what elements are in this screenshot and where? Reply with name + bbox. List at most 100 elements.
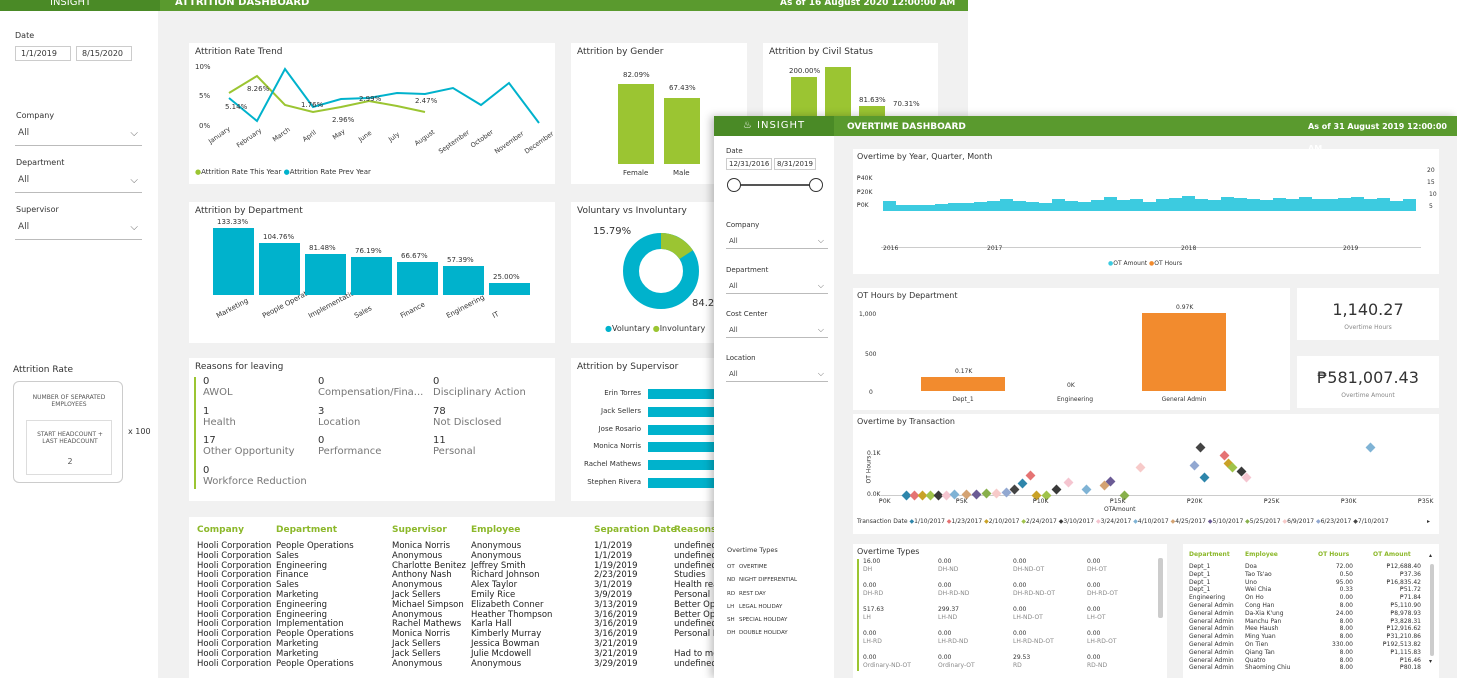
bar <box>213 228 254 295</box>
card-title: Reasons for leaving <box>195 362 284 372</box>
company-dropdown[interactable]: All ⌵ <box>15 126 142 146</box>
col-header[interactable]: Supervisor <box>392 525 447 535</box>
x-tick: ₱0K <box>879 498 891 505</box>
page-title: ATTRITION DASHBOARD <box>175 0 310 8</box>
kpi-amount-label: Overtime Amount <box>1341 392 1395 399</box>
logo-icon: ♨ <box>742 120 758 131</box>
department-dropdown[interactable]: All ⌵ <box>15 173 142 193</box>
x-tick: November <box>493 129 526 156</box>
legend-marker: ◆ <box>909 518 915 525</box>
reason-count: 1 <box>203 405 210 417</box>
supervisor-dropdown[interactable]: All ⌵ <box>15 220 142 240</box>
table-row[interactable]: Hooli Corporation Engineering Charlotte Be… <box>197 560 717 572</box>
table-cell: undefined <box>674 541 717 551</box>
table-cell: ₱16.46 <box>1400 656 1421 664</box>
type-name: OVERTIME <box>739 564 768 570</box>
reason-label: Health <box>203 416 236 428</box>
department-dropdown[interactable]: All ⌵ <box>726 280 828 294</box>
col-header[interactable]: Employee <box>471 525 521 535</box>
type-code: ND <box>727 577 736 584</box>
table-cell: 1/1/2019 <box>594 550 633 561</box>
table-cell: 8.00 <box>1339 656 1353 664</box>
bar <box>1325 199 1338 211</box>
col-header[interactable]: Department <box>276 525 338 535</box>
col-header[interactable]: OT Hours <box>1318 551 1350 558</box>
chevron-down-icon: ⌵ <box>130 175 138 186</box>
cost-center-dropdown[interactable]: All ⌵ <box>726 324 828 338</box>
col-header[interactable]: Company <box>197 525 244 535</box>
col-header[interactable]: Employee <box>1245 551 1278 558</box>
date-slider-track[interactable] <box>734 184 816 186</box>
date-from-input[interactable]: 1/1/2019 <box>15 46 71 61</box>
x-axis-title: OTAmount <box>1104 506 1136 513</box>
scroll-down-icon[interactable]: ▾ <box>1429 658 1433 665</box>
slider-handle-start[interactable] <box>727 178 741 192</box>
scroll-up-icon[interactable]: ▴ <box>1429 552 1433 559</box>
table-row[interactable]: Hooli Corporation Marketing Jack Sellers Em… <box>197 590 717 601</box>
date-to-input[interactable]: 8/31/2019 <box>774 158 816 170</box>
scrollbar[interactable] <box>1158 558 1163 618</box>
table-cell: Hooli Corporation <box>197 570 272 581</box>
col-header[interactable]: Reasons <box>674 525 717 535</box>
legend-next-icon[interactable]: ▸ <box>1427 518 1431 525</box>
table-cell: ₱37.36 <box>1400 570 1421 578</box>
table-cell: Hooli Corporation <box>197 560 272 571</box>
table-cell: People Operations <box>276 629 354 640</box>
data-label: 66.67% <box>401 251 428 260</box>
legend-this-year: Attrition Rate This Year <box>201 168 282 176</box>
table-cell: undefined <box>674 550 717 561</box>
bar <box>397 261 438 295</box>
legend-voluntary: Voluntary <box>611 324 651 333</box>
table-row[interactable]: Hooli Corporation People Operations Anonym… <box>197 659 717 670</box>
table-row[interactable]: Hooli Corporation Finance Anthony Nash Rich… <box>197 571 717 581</box>
legend: ●Attrition Rate This Year ●Attrition Rat… <box>195 168 371 176</box>
year-label: 2018 <box>1181 245 1197 252</box>
table-cell: Shaoming Chiu <box>1245 664 1291 672</box>
data-label: 2.96% <box>332 116 355 124</box>
x-tick: General Admin <box>1161 396 1207 403</box>
bar <box>921 377 1005 391</box>
date-to-input[interactable]: 8/15/2020 <box>76 46 132 61</box>
y-tick: 500 <box>865 351 877 358</box>
table-row[interactable]: Hooli Corporation Marketing Jack Sellers Je… <box>197 639 717 650</box>
bar <box>1156 199 1169 211</box>
data-point <box>981 488 992 499</box>
reasons-card: Reasons for leaving 0 AWOL 0 Compensation/F… <box>189 358 555 501</box>
table-row[interactable]: Hooli Corporation Sales Anonymous Alex Tayl… <box>197 580 718 591</box>
type-label: LH-ND-OT <box>1013 614 1043 621</box>
type-value: 0.00 <box>1087 558 1101 565</box>
reason-count: 0 <box>318 435 325 446</box>
legend-date: 4/25/2017 <box>1175 518 1206 525</box>
legend-date: 3/10/2017 <box>1063 518 1095 525</box>
table-row[interactable]: Hooli Corporation People Operations Monica… <box>197 541 717 552</box>
legend-marker: ◆ <box>1056 518 1064 525</box>
table-cell: Kimberly Murray <box>471 629 542 640</box>
accent-bar <box>194 377 196 489</box>
location-dropdown[interactable]: All ⌵ <box>726 368 828 382</box>
card-title: Attrition Rate Trend <box>195 47 283 57</box>
table-row[interactable]: Hooli Corporation Engineering Anonymous Hea… <box>197 610 717 621</box>
table-cell: ₱3,828.31 <box>1390 617 1421 625</box>
table-row[interactable]: Hooli Corporation Engineering Michael Simp… <box>197 600 717 611</box>
date-from-input[interactable]: 12/31/2016 <box>726 158 772 170</box>
kpi-hours-label: Overtime Hours <box>1344 324 1392 331</box>
table-cell: On Tien <box>1245 641 1269 648</box>
bar <box>1299 197 1312 211</box>
col-header[interactable]: Department <box>1189 551 1230 558</box>
table-row[interactable]: Hooli Corporation Sales Anonymous Anonymous… <box>197 550 717 562</box>
supervisor-label: Supervisor <box>16 205 59 214</box>
table-cell: ₱192,513.82 <box>1382 641 1421 648</box>
table-row[interactable]: Hooli Corporation Marketing Jack Sellers Ju… <box>197 649 718 660</box>
scrollbar[interactable] <box>1430 564 1434 656</box>
y-tick: 0.0K <box>867 491 881 498</box>
table-cell: Sales <box>276 580 299 591</box>
slider-handle-end[interactable] <box>809 178 823 192</box>
company-dropdown[interactable]: All ⌵ <box>726 235 828 249</box>
col-header[interactable]: OT Amount <box>1373 551 1411 558</box>
type-label: LH-RD-OT <box>1087 638 1117 645</box>
col-header[interactable]: Separation Date <box>594 525 677 535</box>
legend-marker: ◆ <box>982 518 989 525</box>
table-row[interactable]: Hooli Corporation People Operations Monica… <box>197 629 717 640</box>
table-row[interactable]: Hooli Corporation Implementation Rachel Ma… <box>197 620 717 630</box>
bar <box>974 202 987 211</box>
